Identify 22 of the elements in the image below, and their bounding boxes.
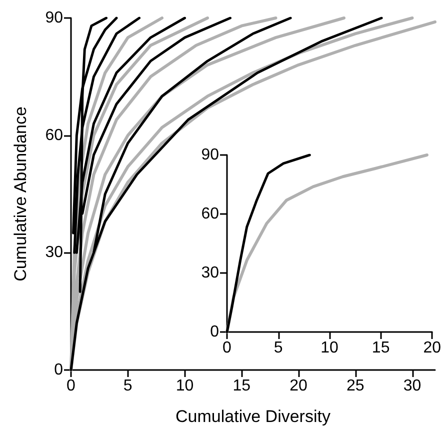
y-tick-label: 90 (45, 10, 64, 26)
y-tick-label: 60 (201, 206, 220, 222)
x-tick-label: 15 (232, 378, 251, 394)
y-tick-label: 0 (54, 362, 64, 378)
y-tick-label: 30 (45, 244, 64, 262)
x-axis-title: Cumulative Diversity (176, 407, 331, 426)
x-tick-label: 0 (66, 378, 76, 394)
y-tick-label: 0 (210, 324, 220, 340)
x-tick-label: 5 (274, 340, 283, 356)
y-tick-label: 30 (201, 264, 220, 282)
x-tick-label: 10 (320, 340, 339, 356)
x-tick-label: 20 (290, 378, 308, 394)
y-tick-label: 60 (45, 126, 64, 144)
x-tick-label: 5 (123, 378, 132, 394)
x-tick-label: 30 (403, 378, 422, 394)
x-tick-label: 20 (423, 340, 442, 356)
x-tick-label: 10 (176, 378, 194, 394)
y-tick-label: 90 (201, 146, 220, 164)
x-tick-label: 25 (346, 378, 364, 394)
y-axis-title: Cumulative Abundance (11, 106, 30, 282)
x-tick-label: 0 (222, 340, 232, 356)
x-tick-label: 15 (372, 340, 390, 356)
